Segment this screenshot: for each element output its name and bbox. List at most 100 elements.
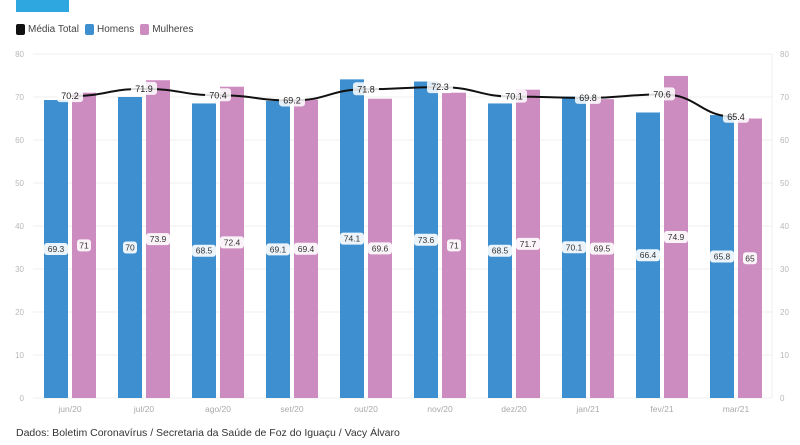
line-label-bg bbox=[131, 81, 157, 95]
bar-label-mulheres-bg bbox=[294, 242, 318, 255]
y-tick-label-right: 70 bbox=[780, 93, 789, 102]
bar-label-homens-bg bbox=[414, 233, 438, 246]
y-tick-label-right: 20 bbox=[780, 308, 789, 317]
chart-canvas: 0 0 10 10 20 20 30 30 40 40 50 50 60 60 70 70 80 80 69.3 71… bbox=[15, 50, 789, 414]
line-label-bg bbox=[205, 88, 231, 102]
y-tick-label-left: 40 bbox=[15, 222, 24, 231]
bar-label-homens-bg bbox=[710, 250, 734, 263]
legend-swatch-homens bbox=[84, 24, 94, 35]
x-tick-label: out/20 bbox=[354, 404, 378, 414]
y-tick-label-left: 70 bbox=[15, 93, 24, 102]
bar-label-homens-bg bbox=[488, 244, 512, 257]
bar-label-mulheres-bg bbox=[220, 236, 244, 249]
bar-label-mulheres: 69.4 bbox=[298, 244, 315, 254]
bar-label-mulheres: 72.4 bbox=[224, 237, 241, 247]
bar-label-mulheres-bg bbox=[590, 242, 614, 255]
line-label-bg bbox=[279, 93, 305, 107]
y-tick-label-right: 40 bbox=[780, 222, 789, 231]
legend-item-homens[interactable]: Homens bbox=[84, 24, 135, 35]
line-label-media-total: 70.6 bbox=[653, 89, 671, 99]
line-label-media-total: 70.2 bbox=[61, 91, 79, 101]
bar-label-mulheres-bg bbox=[743, 252, 757, 265]
y-tick-label-right: 0 bbox=[780, 394, 785, 403]
bar-label-mulheres: 73.9 bbox=[150, 234, 167, 244]
chart-legend: Média Total Homens Mulheres bbox=[16, 24, 199, 35]
legend-label: Média Total bbox=[28, 24, 79, 35]
bar-label-homens: 68.5 bbox=[196, 246, 213, 256]
bar-label-homens-bg bbox=[340, 232, 364, 245]
bar-label-mulheres-bg bbox=[368, 242, 392, 255]
x-tick-label: dez/20 bbox=[501, 404, 527, 414]
legend-label: Homens bbox=[96, 24, 135, 35]
y-tick-label-left: 30 bbox=[15, 265, 24, 274]
line-label-bg bbox=[353, 82, 379, 96]
bar-label-mulheres-bg bbox=[146, 233, 170, 246]
header-accent-block bbox=[16, 0, 69, 12]
y-tick-label-left: 10 bbox=[15, 351, 24, 360]
x-tick-label: ago/20 bbox=[205, 404, 231, 414]
x-tick-label: jun/20 bbox=[57, 404, 81, 414]
bar-label-homens: 73.6 bbox=[418, 235, 435, 245]
line-label-media-total: 69.8 bbox=[579, 93, 597, 103]
x-tick-label: mar/21 bbox=[723, 404, 750, 414]
bar-label-mulheres: 69.5 bbox=[594, 244, 611, 254]
legend-item-mulheres[interactable]: Mulheres bbox=[140, 24, 193, 35]
y-tick-label-right: 10 bbox=[780, 351, 789, 360]
bar-label-homens: 69.3 bbox=[48, 244, 65, 254]
bar-label-homens-bg bbox=[266, 243, 290, 256]
source-caption: Dados: Boletim Coronavírus / Secretaria … bbox=[16, 427, 400, 439]
legend-swatch-media-total bbox=[16, 24, 25, 35]
x-tick-label: fev/21 bbox=[650, 404, 673, 414]
bar-label-homens-bg bbox=[44, 243, 68, 256]
bar-label-homens-bg bbox=[636, 249, 660, 262]
bar-label-homens: 70.1 bbox=[566, 242, 583, 252]
y-tick-label-right: 50 bbox=[780, 179, 789, 188]
line-label-media-total: 70.4 bbox=[209, 90, 227, 100]
bar-label-homens: 70 bbox=[125, 243, 135, 253]
bar-label-homens-bg bbox=[123, 241, 137, 254]
legend-label: Mulheres bbox=[152, 24, 194, 35]
bar-label-mulheres: 69.6 bbox=[372, 243, 389, 253]
y-tick-label-right: 60 bbox=[780, 136, 789, 145]
bar-label-mulheres-bg bbox=[77, 239, 91, 252]
bar-label-mulheres: 74.9 bbox=[668, 232, 685, 242]
y-tick-label-left: 80 bbox=[15, 50, 24, 59]
y-tick-label-right: 80 bbox=[780, 50, 789, 59]
line-label-media-total: 72.3 bbox=[431, 82, 449, 92]
line-label-bg bbox=[649, 87, 675, 101]
x-tick-label: jul/20 bbox=[133, 404, 155, 414]
line-label-bg bbox=[427, 80, 453, 94]
bar-label-mulheres-bg bbox=[447, 239, 461, 252]
bar-label-homens-bg bbox=[562, 241, 586, 254]
bar-label-mulheres: 71 bbox=[449, 240, 459, 250]
bar-label-mulheres: 71.7 bbox=[520, 239, 537, 249]
line-label-media-total: 70.1 bbox=[505, 92, 523, 102]
line-label-bg bbox=[501, 89, 527, 103]
line-label-bg bbox=[723, 109, 749, 123]
line-media-total[interactable] bbox=[69, 86, 737, 118]
line-label-bg bbox=[57, 89, 83, 103]
bar-label-mulheres-bg bbox=[516, 237, 540, 250]
bar-label-mulheres: 71 bbox=[79, 240, 89, 250]
y-tick-label-left: 0 bbox=[20, 394, 25, 403]
bar-label-homens: 68.5 bbox=[492, 246, 509, 256]
y-tick-label-left: 60 bbox=[15, 136, 24, 145]
legend-swatch-mulheres bbox=[140, 24, 150, 35]
line-label-media-total: 69.2 bbox=[283, 95, 301, 105]
x-tick-label: set/20 bbox=[280, 404, 303, 414]
bar-label-mulheres: 65 bbox=[745, 253, 755, 263]
y-tick-label-right: 30 bbox=[780, 265, 789, 274]
x-tick-label: nov/20 bbox=[427, 404, 453, 414]
bar-label-homens: 69.1 bbox=[270, 244, 287, 254]
line-label-media-total: 71.8 bbox=[357, 84, 375, 94]
bar-label-mulheres-bg bbox=[664, 230, 688, 243]
line-label-media-total: 71.9 bbox=[135, 84, 153, 94]
legend-item-media-total[interactable]: Média Total bbox=[16, 24, 79, 35]
bar-label-homens: 65.8 bbox=[714, 252, 731, 262]
bar-label-homens: 74.1 bbox=[344, 234, 361, 244]
bar-label-homens-bg bbox=[192, 244, 216, 257]
y-tick-label-left: 20 bbox=[15, 308, 24, 317]
line-label-bg bbox=[575, 90, 601, 104]
y-tick-label-left: 50 bbox=[15, 179, 24, 188]
line-label-media-total: 65.4 bbox=[727, 112, 745, 122]
